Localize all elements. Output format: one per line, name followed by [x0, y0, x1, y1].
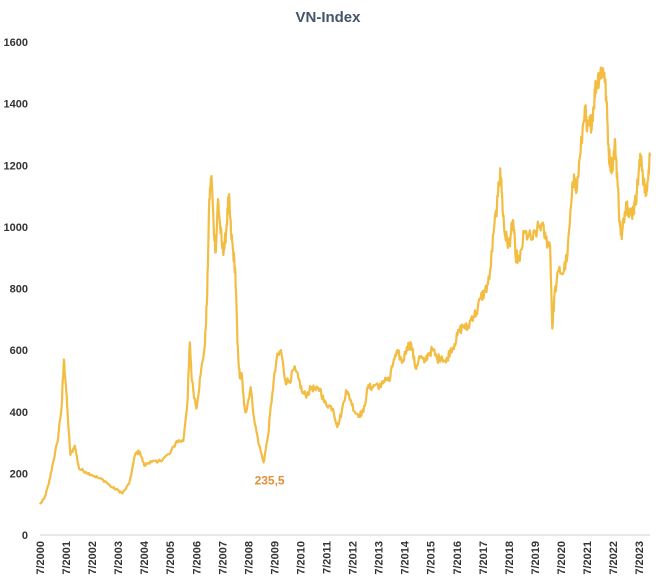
- x-tick-label: 7/2013: [374, 541, 386, 575]
- y-tick-label: 1600: [4, 37, 28, 49]
- y-tick-label: 200: [10, 468, 28, 480]
- x-tick-label: 7/2003: [113, 541, 125, 575]
- series-line: [39, 66, 652, 505]
- x-tick-label: 7/2001: [61, 541, 73, 575]
- x-tick-label: 7/2018: [504, 541, 516, 575]
- x-tick-label: 7/2016: [452, 541, 464, 575]
- x-tick-label: 7/2021: [582, 541, 594, 575]
- y-tick-label: 0: [22, 530, 28, 542]
- x-tick-label: 7/2005: [165, 541, 177, 575]
- y-tick-label: 800: [10, 284, 28, 296]
- x-tick-label: 7/2012: [348, 541, 360, 575]
- x-tick-label: 7/2004: [139, 540, 151, 575]
- annotations: 235,5: [255, 473, 285, 487]
- y-tick-label: 400: [10, 407, 28, 419]
- x-tick-label: 7/2008: [243, 541, 255, 575]
- x-tick-label: 7/2009: [269, 541, 281, 575]
- x-tick-label: 7/2002: [87, 541, 99, 575]
- x-tick-label: 7/2011: [322, 541, 334, 574]
- y-tick-label: 1400: [4, 99, 28, 111]
- series-group: [39, 66, 652, 505]
- x-tick-label: 7/2020: [556, 541, 568, 575]
- x-tick-label: 7/2000: [35, 541, 47, 575]
- x-axis: 7/2000 7/2001 7/2002 7/2003 7/2004 7/2005 7/20…: [35, 540, 646, 575]
- y-axis: 0 200 400 600 800 1000 1200 1400 1600: [4, 37, 28, 542]
- y-tick-label: 600: [10, 345, 28, 357]
- x-tick-label: 7/2019: [530, 541, 542, 575]
- chart-title: VN-Index: [295, 9, 361, 26]
- annotation-label: 235,5: [255, 473, 285, 487]
- x-tick-label: 7/2006: [191, 541, 203, 575]
- x-tick-label: 7/2023: [634, 541, 646, 575]
- x-tick-label: 7/2010: [295, 541, 307, 575]
- x-tick-label: 7/2017: [478, 541, 490, 575]
- y-tick-label: 1000: [4, 222, 28, 234]
- y-tick-label: 1200: [4, 160, 28, 172]
- x-tick-label: 7/2014: [400, 540, 412, 575]
- x-tick-label: 7/2022: [608, 541, 620, 575]
- x-tick-label: 7/2015: [426, 541, 438, 575]
- x-tick-label: 7/2007: [217, 541, 229, 575]
